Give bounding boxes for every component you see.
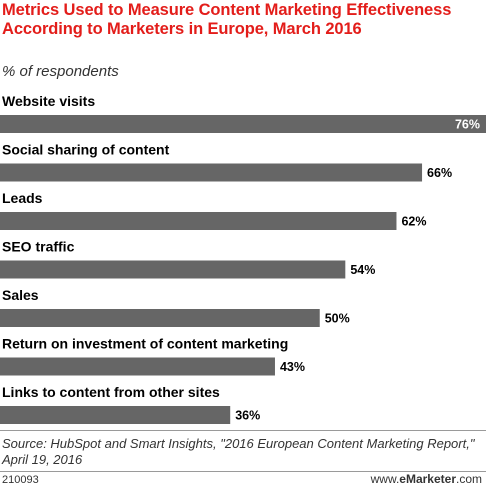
bar [0,357,275,376]
bar [0,260,346,279]
bar [0,309,320,327]
bar [0,212,397,230]
category-label: Website visits [2,93,95,109]
footer-divider [0,471,486,472]
data-label: 54% [350,263,375,277]
category-label: Return on investment of content marketin… [2,336,288,352]
chart-subtitle: % of respondents [2,63,119,80]
data-label: 66% [427,166,452,180]
chart-title: Metrics Used to Measure Content Marketin… [2,1,452,38]
category-label: Social sharing of content [2,142,170,158]
brand-prefix: www. [370,472,400,486]
bar [0,163,423,182]
category-label: SEO traffic [2,239,75,255]
bar [0,115,486,133]
brand-suffix: .com [455,472,482,486]
bar [0,406,231,424]
brand-name: eMarketer [399,472,456,486]
source-divider [0,430,486,431]
source-note: Source: HubSpot and Smart Insights, "201… [2,436,475,467]
data-label: 62% [401,215,426,229]
bar-chart: Website visits 76% Social sharing of conte… [0,93,486,424]
brand-logo: www.eMarketer.com [371,472,482,486]
category-label: Sales [2,287,39,303]
category-label: Leads [2,190,43,206]
chart-id: 210093 [2,474,39,486]
data-label: 36% [235,409,260,423]
data-label: 43% [280,360,305,374]
category-label: Links to content from other sites [2,384,220,400]
data-label: 50% [325,312,350,326]
data-label: 76% [455,118,480,132]
